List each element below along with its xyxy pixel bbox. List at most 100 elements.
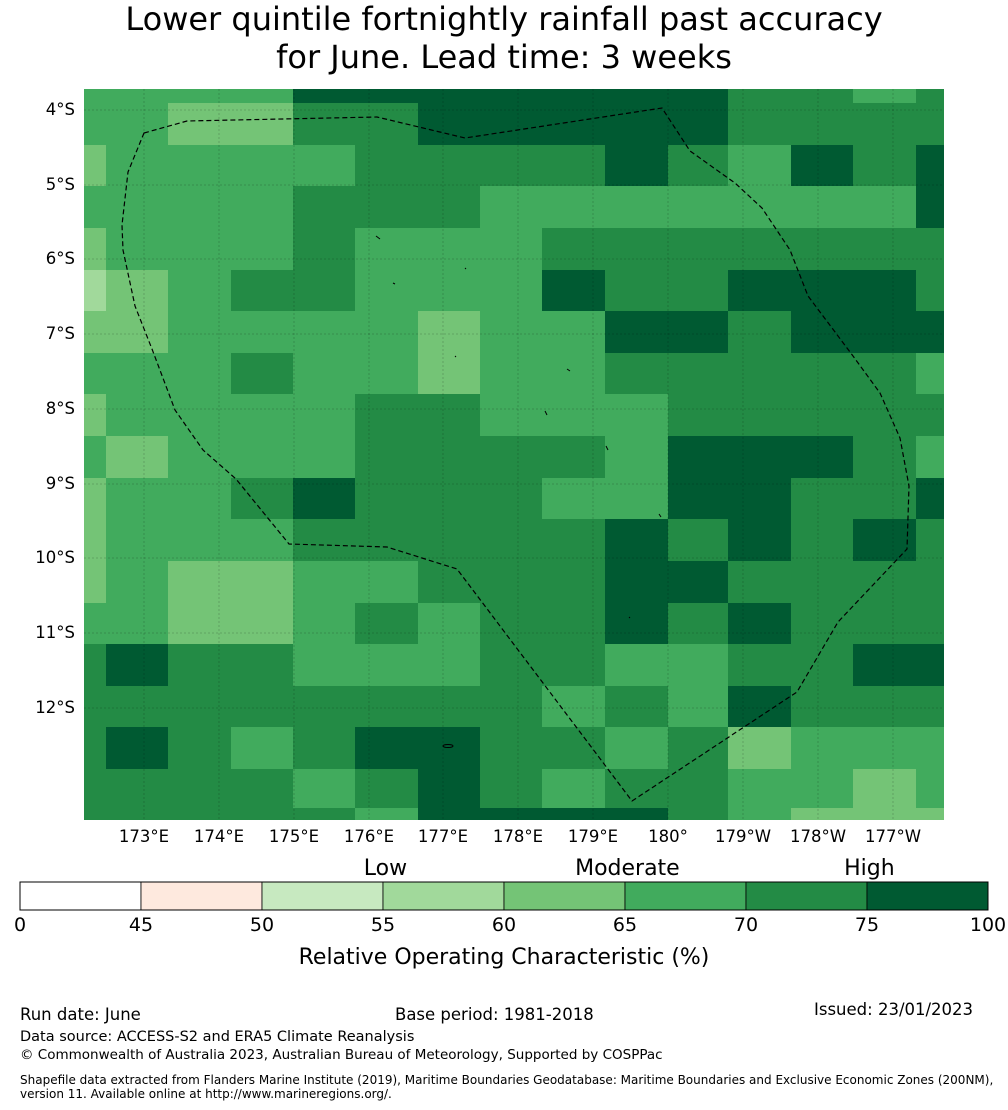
map-cell: [853, 769, 916, 808]
map-cell: [605, 727, 668, 769]
map-cell: [293, 89, 728, 103]
map-cell: [293, 186, 480, 228]
run-date: Run date: June: [20, 1005, 141, 1024]
latitude-label: 8°S: [45, 399, 75, 418]
map-cell: [106, 727, 168, 769]
map-cell: [605, 353, 916, 394]
map-cell: [84, 270, 106, 311]
map-cell: [84, 186, 293, 228]
colorbar-title: Relative Operating Characteristic (%): [298, 945, 710, 970]
map-cell: [791, 478, 916, 519]
colorbar-tick-label: 75: [854, 914, 880, 936]
map-cell: [853, 89, 916, 103]
map-cell: [853, 145, 916, 186]
map-cell: [480, 603, 605, 644]
map-cell: [418, 769, 480, 808]
longitude-label: 175°E: [268, 827, 320, 846]
map-cell: [668, 727, 728, 769]
map-cell: [728, 89, 853, 103]
map-cell: [916, 436, 944, 478]
map-cell: [84, 519, 106, 561]
map-cell: [84, 644, 106, 686]
map-cell: [605, 519, 668, 561]
map-cell: [293, 561, 418, 603]
colorbar-swatch: [19, 881, 142, 911]
colorbar-tick-label: 50: [249, 914, 275, 936]
map-cell: [106, 228, 293, 270]
map-cell: [231, 478, 293, 519]
map-cell: [418, 311, 480, 353]
longitude-label: 177°W: [864, 827, 922, 846]
map-cell: [106, 394, 355, 436]
map-cell: [791, 603, 944, 644]
map-cell: [668, 478, 791, 519]
map-cell: [418, 561, 605, 603]
map-cell: [293, 519, 605, 561]
map-cell: [293, 727, 355, 769]
colorbar-tick-label: 70: [733, 914, 759, 936]
colorbar-tick-label: 45: [128, 914, 154, 936]
map-cell: [84, 394, 106, 436]
island: [442, 744, 454, 748]
map-cell: [542, 228, 944, 270]
map-cell: [168, 644, 293, 686]
map-cell: [355, 478, 542, 519]
longitude-label: 174°E: [193, 827, 245, 846]
latitude-label: 9°S: [45, 474, 75, 493]
island: [658, 513, 662, 518]
map-cell: [293, 103, 418, 145]
issued-date: Issued: 23/01/2023: [814, 1000, 974, 1019]
island: [628, 616, 631, 619]
longitude-label: 178°W: [789, 827, 847, 846]
map-cell: [168, 603, 293, 644]
map-cell: [916, 270, 944, 311]
map-cell: [106, 270, 168, 311]
map-cell: [728, 145, 791, 186]
copyright: © Commonwealth of Australia 2023, Austra…: [20, 1047, 663, 1063]
map-cell: [231, 270, 355, 311]
map-cell: [605, 145, 668, 186]
map-cell: [293, 603, 355, 644]
map-cell: [605, 603, 668, 644]
map-cell: [106, 519, 293, 561]
colorbar-swatch: [503, 881, 626, 911]
colorbar-tick-label: 55: [370, 914, 396, 936]
map-cell: [480, 808, 668, 820]
map-cell: [168, 561, 293, 603]
island: [544, 410, 548, 416]
map-cell: [605, 270, 728, 311]
longitude-label: 178°E: [492, 827, 544, 846]
map-cell: [355, 769, 418, 808]
map-cell: [605, 644, 728, 686]
category-label: Moderate: [575, 856, 680, 881]
longitude-label: 176°E: [343, 827, 395, 846]
map-cell: [480, 186, 916, 228]
island: [375, 235, 381, 240]
island-outlines: [375, 235, 662, 748]
map-cell: [728, 769, 853, 808]
map-cell: [605, 311, 728, 353]
map-cell: [728, 727, 791, 769]
shapefile-credit-line-2: version 11. Available online at http://w…: [20, 1087, 392, 1101]
latitude-label: 12°S: [35, 698, 75, 717]
title-line-2: for June. Lead time: 3 weeks: [276, 38, 732, 76]
map-cell: [355, 228, 542, 270]
map-cell: [605, 686, 668, 727]
data-source: Data source: ACCESS-S2 and ERA5 Climate …: [20, 1029, 415, 1045]
island: [454, 355, 457, 358]
map-cell: [418, 808, 480, 820]
map-cell: [355, 270, 542, 311]
map-cell: [355, 394, 480, 436]
latitude-label: 6°S: [45, 249, 75, 268]
colorbar-swatch: [382, 881, 505, 911]
colorbar-swatch: [624, 881, 747, 911]
map-cell: [106, 561, 168, 603]
map-cell: [355, 436, 605, 478]
map-cell: [84, 686, 542, 727]
map-cell: [84, 561, 106, 603]
map-cell: [84, 808, 355, 820]
map-cell: [84, 103, 168, 145]
map-cell: [728, 644, 853, 686]
colorbar-tick-label: 65: [612, 914, 638, 936]
map-cell: [668, 394, 944, 436]
